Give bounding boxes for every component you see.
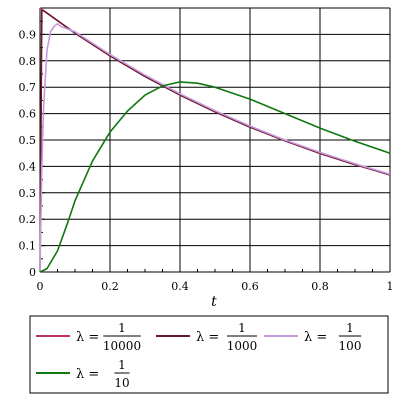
legend-numerator: 1 — [346, 321, 354, 335]
legend-numerator: 1 — [238, 321, 246, 335]
y-tick-label: 0.5 — [19, 134, 37, 147]
y-tick-label: 0.9 — [19, 28, 37, 41]
series-line-4 — [39, 81, 391, 273]
legend-item-3: λ = 1 100 — [264, 321, 361, 353]
x-tick-label: 0 — [37, 280, 44, 293]
legend: λ = 1 10000 λ = 1 1000 λ = 1 100 λ = 1 10 — [29, 315, 389, 394]
legend-numerator: 1 — [118, 321, 126, 335]
x-tick-label: 0.2 — [101, 280, 119, 293]
legend-prefix: λ = — [76, 330, 99, 345]
series-line-3 — [39, 22, 391, 273]
legend-prefix: λ = — [76, 367, 99, 382]
y-tick-label: 0.6 — [19, 108, 37, 121]
y-tick-label: 0.2 — [19, 213, 37, 226]
legend-item-4: λ = 1 10 — [36, 358, 130, 390]
legend-denominator: 1000 — [227, 339, 258, 353]
y-tick-label: 0.7 — [19, 81, 37, 94]
x-tick-label: 0.6 — [241, 280, 259, 293]
y-tick-label: 0.1 — [19, 240, 37, 253]
grid — [40, 7, 391, 272]
series-lines — [39, 7, 391, 273]
y-tick-label: 0.4 — [19, 160, 37, 173]
legend-numerator: 1 — [118, 358, 126, 372]
y-tick-label: 0.8 — [19, 55, 37, 68]
legend-item-2: λ = 1 1000 — [156, 321, 257, 353]
x-tick-label: 0.8 — [311, 280, 329, 293]
y-tick-label: 0.3 — [19, 187, 37, 200]
x-tick-label: 0.4 — [171, 280, 189, 293]
legend-box — [29, 315, 389, 394]
x-axis-label: t — [211, 294, 217, 310]
x-tick-label: 1 — [387, 280, 394, 293]
legend-prefix: λ = — [196, 330, 219, 345]
legend-denominator: 100 — [339, 339, 362, 353]
legend-prefix: λ = — [304, 330, 327, 345]
legend-denominator: 10 — [114, 376, 129, 390]
y-tick-label: 0 — [29, 266, 36, 279]
tick-labels: 0 0.2 0.4 0.6 0.8 1 0 0.1 0.2 0.3 0.4 0.5 0.6 0.7 0.8 0… — [19, 28, 394, 293]
legend-item-1: λ = 1 10000 — [36, 321, 141, 353]
legend-denominator: 10000 — [103, 339, 141, 353]
